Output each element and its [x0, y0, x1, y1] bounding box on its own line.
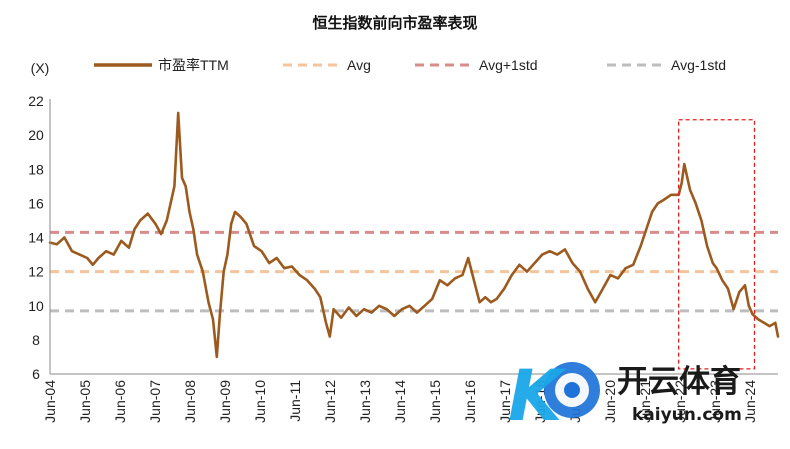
x-tick-label-19: Jun-23: [707, 380, 723, 423]
y-tick-label-1: 8: [32, 332, 40, 348]
x-tick-label-13: Jun-17: [497, 380, 513, 423]
x-tick-label-16: Jun-20: [602, 380, 618, 423]
x-tick-label-20: Jun-24: [742, 380, 758, 423]
legend-label-3: Avg-1std: [671, 57, 726, 73]
x-tick-label-17: Jun-21: [637, 380, 653, 423]
watermark-logo: K 开云体育 kaiyun.com: [508, 355, 742, 437]
x-tick-label-18: Jun-22: [672, 380, 688, 423]
y-tick-label-5: 16: [28, 195, 44, 211]
x-tick-label-8: Jun-12: [322, 380, 338, 423]
legend-label-1: Avg: [347, 57, 371, 73]
watermark-k-letter: K: [508, 355, 567, 437]
x-tick-label-2: Jun-06: [112, 380, 128, 423]
x-axis-ticks: Jun-04 Jun-05 Jun-06 Jun-07 Jun-08 Jun-09 Jun-…: [42, 380, 758, 423]
x-tick-label-1: Jun-05: [77, 380, 93, 423]
highlight-box: [678, 119, 756, 370]
x-tick-label-7: Jun-11: [287, 380, 303, 422]
x-tick-label-0: Jun-04: [42, 380, 58, 423]
legend-label-2: Avg+1std: [479, 57, 538, 73]
x-tick-label-3: Jun-07: [147, 380, 163, 423]
y-tick-label-8: 22: [28, 93, 44, 109]
y-tick-label-4: 14: [28, 230, 44, 246]
chart-title: 恒生指数前向市盈率表现: [312, 14, 477, 32]
highlight-rect: [678, 119, 756, 370]
pe-series: [48, 111, 780, 359]
y-axis-ticks: 6 8 10 12 14 16 18 20 22: [28, 93, 44, 382]
y-axis-unit-label: (X): [31, 60, 50, 76]
series-line-path: [48, 111, 780, 359]
y-tick-label-6: 18: [28, 161, 44, 177]
reference-lines: [50, 230, 778, 313]
y-tick-label-3: 12: [28, 264, 44, 280]
x-tick-label-5: Jun-09: [217, 380, 233, 423]
x-tick-label-10: Jun-14: [392, 380, 408, 423]
x-tick-label-12: Jun-16: [462, 380, 478, 423]
x-tick-label-9: Jun-13: [357, 380, 373, 423]
y-tick-label-0: 6: [32, 366, 40, 382]
y-tick-label-2: 10: [28, 298, 44, 314]
legend-label-0: 市盈率TTM: [158, 57, 229, 73]
x-tick-label-11: Jun-15: [427, 380, 443, 423]
axes: [49, 99, 778, 375]
watermark-cn-text: 开云体育: [617, 364, 741, 400]
x-tick-label-6: Jun-10: [252, 380, 268, 423]
watermark-ball-core-icon: [564, 382, 580, 398]
y-tick-label-7: 20: [28, 127, 44, 143]
watermark-en-text: kaiyun.com: [632, 405, 742, 425]
x-tick-label-14: Jun-18: [532, 380, 548, 423]
legend: 市盈率TTM Avg Avg+1std Avg-1std: [94, 57, 726, 73]
x-tick-label-4: Jun-08: [182, 380, 198, 423]
